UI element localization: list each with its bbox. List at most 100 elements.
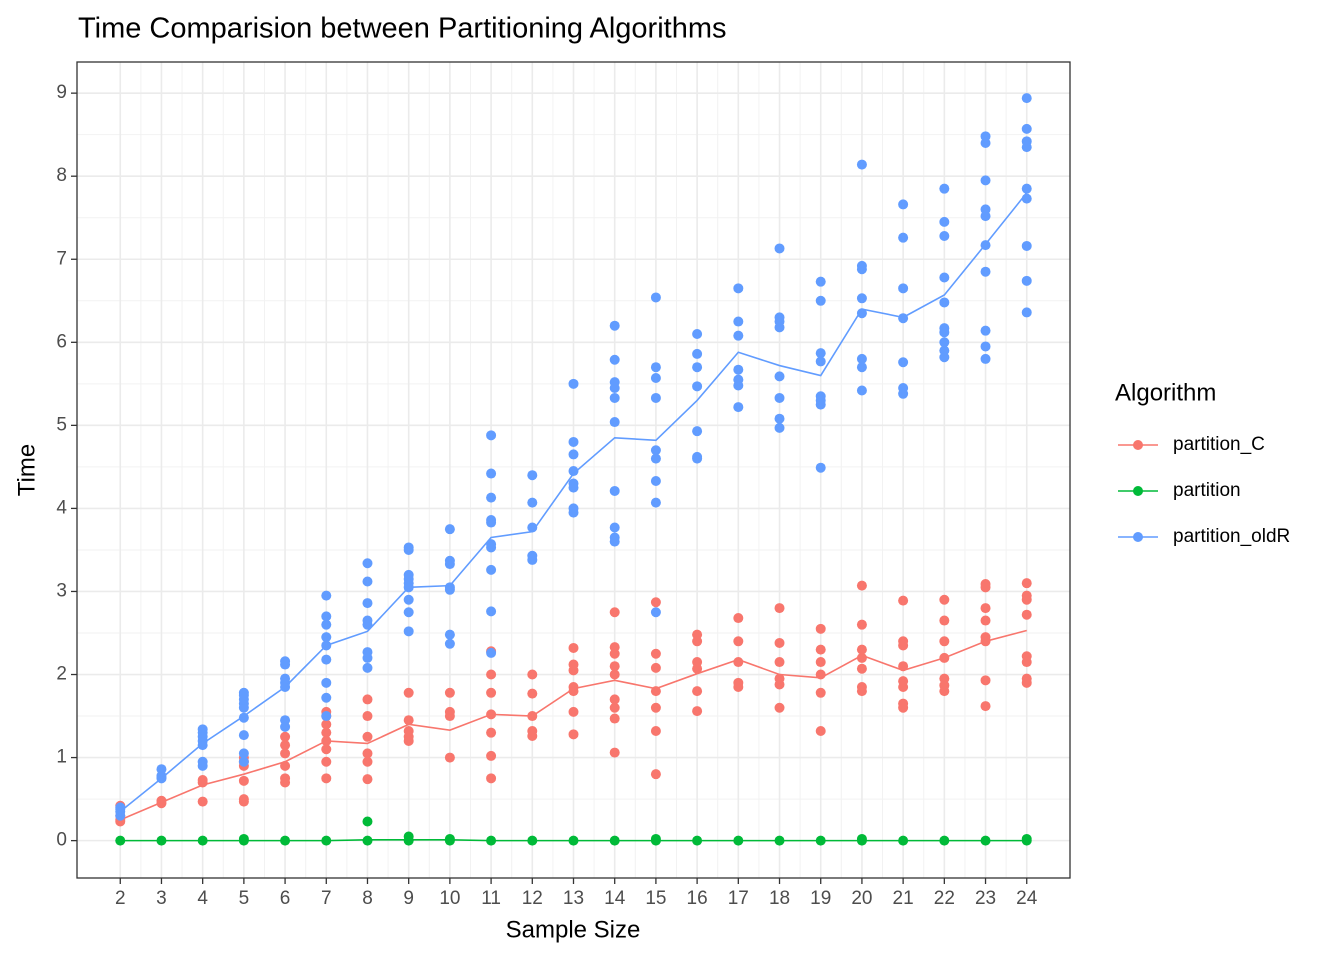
point — [650, 702, 661, 713]
point — [692, 657, 703, 668]
point — [856, 663, 867, 674]
point — [939, 636, 950, 647]
x-tick-label: 19 — [810, 888, 831, 909]
point — [486, 727, 497, 738]
point — [444, 638, 455, 649]
point — [856, 308, 867, 319]
point — [444, 555, 455, 566]
point — [115, 804, 126, 815]
point — [980, 204, 991, 215]
legend-label: partition — [1173, 480, 1241, 501]
point — [609, 747, 620, 758]
point — [486, 669, 497, 680]
point — [1021, 673, 1032, 684]
point — [980, 266, 991, 277]
y-tick-label: 5 — [56, 414, 67, 435]
x-tick-label: 12 — [522, 888, 543, 909]
point — [1021, 590, 1032, 601]
point — [568, 449, 579, 460]
point — [486, 468, 497, 479]
point — [609, 694, 620, 705]
point — [733, 330, 744, 341]
point — [362, 756, 373, 767]
x-tick-label: 9 — [403, 888, 414, 909]
point — [568, 478, 579, 489]
point — [609, 392, 620, 403]
point — [815, 348, 826, 359]
point — [486, 430, 497, 441]
mean-line — [119, 192, 1028, 813]
point — [321, 773, 332, 784]
point — [856, 681, 867, 692]
point — [486, 687, 497, 698]
point — [321, 756, 332, 767]
point — [733, 657, 744, 668]
point — [980, 131, 991, 142]
point — [156, 770, 167, 781]
point — [321, 611, 332, 622]
point — [321, 654, 332, 665]
point — [650, 648, 661, 659]
x-tick-label: 14 — [604, 888, 626, 909]
point — [898, 357, 909, 368]
point — [692, 329, 703, 339]
point — [1021, 93, 1032, 104]
point — [238, 687, 249, 698]
panel-border — [76, 61, 1071, 879]
y-tick-label: 7 — [56, 248, 67, 269]
point — [486, 647, 497, 658]
point — [733, 364, 744, 375]
point — [362, 774, 373, 785]
point — [815, 276, 826, 287]
point — [692, 706, 703, 717]
point — [692, 629, 703, 640]
point — [280, 740, 291, 751]
point — [856, 833, 867, 844]
point — [197, 796, 208, 807]
point — [321, 632, 332, 643]
point — [280, 773, 291, 784]
point — [609, 661, 620, 672]
point — [898, 595, 909, 606]
point — [692, 451, 703, 462]
point — [898, 283, 909, 294]
point — [692, 426, 703, 437]
x-tick-label: 7 — [321, 888, 332, 909]
point — [568, 659, 579, 670]
point — [650, 445, 661, 456]
point — [980, 353, 991, 364]
point — [939, 673, 950, 684]
point — [609, 642, 620, 653]
point — [280, 748, 291, 759]
point — [774, 312, 785, 323]
point — [815, 657, 826, 668]
point — [1021, 240, 1032, 251]
point — [939, 615, 950, 626]
point — [609, 669, 620, 680]
point — [403, 626, 414, 637]
point — [939, 594, 950, 605]
point — [321, 719, 332, 730]
point — [939, 216, 950, 227]
y-tick-label: 6 — [56, 331, 67, 352]
point — [650, 362, 661, 373]
x-tick-label: 15 — [645, 888, 666, 909]
point — [650, 453, 661, 464]
point — [486, 515, 497, 526]
point — [1021, 123, 1032, 134]
point — [568, 729, 579, 740]
point — [650, 607, 661, 618]
point — [980, 325, 991, 336]
point — [197, 774, 208, 785]
point — [238, 794, 249, 805]
point — [362, 615, 373, 626]
point — [527, 669, 538, 680]
point — [197, 724, 208, 735]
point — [650, 833, 661, 844]
point — [1021, 136, 1032, 147]
point — [486, 606, 497, 617]
y-tick-label: 0 — [56, 830, 67, 851]
chart-title: Time Comparision between Partitioning Al… — [78, 13, 727, 45]
point — [774, 657, 785, 668]
